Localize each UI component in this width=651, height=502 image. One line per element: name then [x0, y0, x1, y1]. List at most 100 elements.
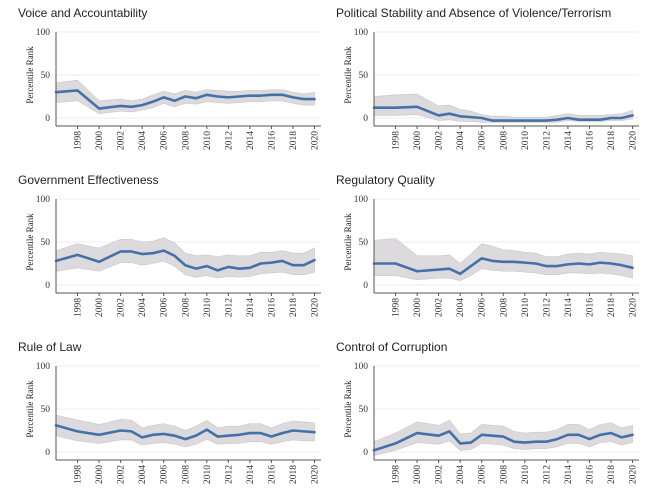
x-tick-label: 2016 [267, 298, 277, 317]
x-tick-label: 2008 [181, 131, 191, 150]
y-tick-label: 100 [36, 195, 51, 205]
x-tick-label: 2004 [138, 298, 148, 317]
x-tick-label: 2008 [181, 465, 191, 484]
x-tick-label: 1998 [392, 131, 402, 150]
x-tick-label: 2008 [499, 465, 509, 484]
panel-title: Voice and Accountability [18, 6, 148, 20]
x-tick-label: 2002 [435, 298, 445, 317]
x-tick-label: 2014 [564, 298, 574, 317]
x-tick-label: 2010 [203, 131, 213, 150]
x-tick-label: 2020 [629, 465, 639, 484]
series-line [372, 430, 634, 452]
x-tick-label: 2002 [117, 298, 127, 317]
panel-voice-accountability: Voice and Accountability 0 50 100 Percentil… [0, 0, 323, 165]
y-axis-title: Percentile Rank [343, 380, 353, 438]
x-tick-label: 2018 [289, 465, 299, 484]
panel-title: Government Effectiveness [18, 173, 159, 187]
x-tick-label: 2000 [95, 131, 105, 150]
x-tick-label: 2004 [138, 131, 148, 150]
x-tick-label: 2014 [246, 131, 256, 150]
x-tick-label: 2000 [95, 298, 105, 317]
x-tick-label: 2016 [267, 131, 277, 150]
series-line [372, 257, 634, 276]
x-tick-label: 2016 [585, 465, 595, 484]
y-tick-label: 100 [354, 195, 369, 205]
x-tick-label: 2012 [542, 465, 552, 484]
x-tick-label: 1998 [392, 465, 402, 484]
x-tick-label: 1998 [392, 298, 402, 317]
x-tick-label: 2014 [246, 465, 256, 484]
x-tick-label: 2000 [413, 465, 423, 484]
x-tick-label: 2014 [564, 131, 574, 150]
y-tick-label: 100 [354, 28, 369, 38]
panel-title: Regulatory Quality [336, 173, 435, 187]
x-tick-label: 2018 [289, 131, 299, 150]
y-axis-title: Percentile Rank [343, 213, 353, 271]
x-tick-label: 2020 [311, 465, 321, 484]
x-tick-label: 2018 [607, 131, 617, 150]
x-tick-label: 2008 [181, 298, 191, 317]
y-tick-label: 100 [36, 362, 51, 372]
y-tick-label: 50 [359, 405, 369, 415]
panel-title: Political Stability and Absence of Viole… [336, 6, 612, 20]
panel-title: Rule of Law [18, 340, 82, 354]
x-tick-label: 2000 [95, 465, 105, 484]
series-line [54, 424, 316, 441]
x-tick-label: 2006 [160, 298, 170, 317]
confidence-band [373, 238, 633, 282]
x-tick-label: 2002 [435, 465, 445, 484]
series-line [372, 105, 634, 122]
x-tick-label: 2002 [117, 465, 127, 484]
x-tick-label: 2004 [456, 465, 466, 484]
x-tick-label: 2004 [138, 465, 148, 484]
x-tick-label: 2006 [160, 465, 170, 484]
x-tick-label: 2002 [435, 131, 445, 150]
x-tick-label: 2012 [224, 131, 234, 150]
x-tick-label: 2006 [478, 465, 488, 484]
confidence-band [55, 414, 315, 448]
panel-government-effectiveness: Government Effectiveness 0 50 100 Percentil… [0, 167, 323, 332]
x-tick-label: 2010 [521, 465, 531, 484]
x-tick-label: 2012 [224, 298, 234, 317]
x-tick-label: 1998 [74, 465, 84, 484]
x-tick-label: 2004 [456, 298, 466, 317]
x-tick-label: 2006 [478, 298, 488, 317]
x-tick-label: 2012 [542, 131, 552, 150]
x-tick-label: 2020 [629, 131, 639, 150]
panel-title: Control of Corruption [336, 340, 448, 354]
x-tick-label: 2004 [456, 131, 466, 150]
x-tick-label: 2014 [564, 465, 574, 484]
x-tick-label: 2002 [117, 131, 127, 150]
x-tick-label: 2008 [499, 298, 509, 317]
panel-regulatory-quality: Regulatory Quality 0 50 100 Percentile Rank… [318, 167, 641, 332]
y-tick-label: 0 [45, 114, 50, 124]
y-tick-label: 0 [363, 448, 368, 458]
x-tick-label: 2016 [585, 298, 595, 317]
x-tick-label: 2010 [521, 131, 531, 150]
y-tick-label: 50 [41, 405, 51, 415]
series-line [54, 249, 316, 272]
y-tick-label: 100 [36, 28, 51, 38]
x-tick-label: 2010 [521, 298, 531, 317]
y-tick-label: 0 [363, 281, 368, 291]
panel-rule-of-law: Rule of Law 0 50 100 Percentile Rank 1998 200… [0, 334, 323, 499]
x-tick-label: 2018 [607, 298, 617, 317]
y-axis-title: Percentile Rank [25, 46, 35, 104]
x-tick-label: 2000 [413, 298, 423, 317]
y-axis-title: Percentile Rank [25, 213, 35, 271]
series-line [54, 89, 316, 110]
x-tick-label: 2012 [224, 465, 234, 484]
y-tick-label: 0 [45, 281, 50, 291]
x-tick-label: 2010 [203, 298, 213, 317]
y-tick-label: 50 [41, 71, 51, 81]
y-tick-label: 0 [363, 114, 368, 124]
x-tick-label: 2020 [311, 298, 321, 317]
x-tick-label: 2010 [203, 465, 213, 484]
x-tick-label: 2006 [478, 131, 488, 150]
y-tick-label: 0 [45, 448, 50, 458]
